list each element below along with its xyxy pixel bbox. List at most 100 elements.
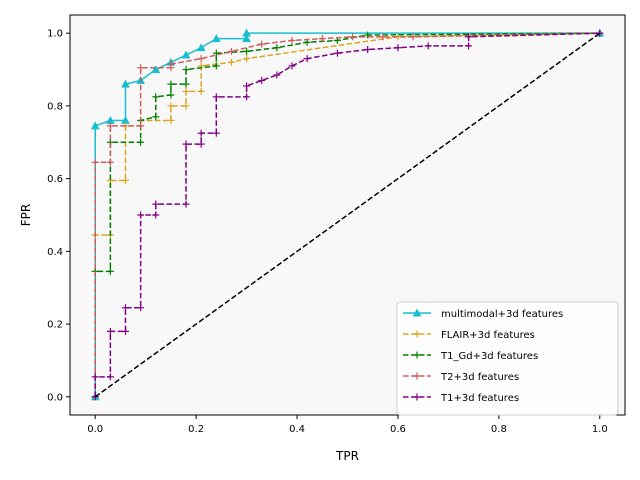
series-1-point-10 xyxy=(182,102,190,110)
series-3-point-2 xyxy=(106,158,114,166)
series-4-point-13 xyxy=(197,129,205,137)
series-1-point-12 xyxy=(197,87,205,95)
series-4-point-14 xyxy=(212,129,220,137)
series-0-point-8 xyxy=(181,50,191,59)
series-4-point-22 xyxy=(333,49,341,57)
series-2-point-10 xyxy=(182,80,190,88)
legend-box xyxy=(396,301,619,416)
legend-item-4: T1+3d features xyxy=(403,393,519,404)
legend-label-0: multimodal+3d features xyxy=(441,309,563,320)
series-4-point-1 xyxy=(91,373,99,381)
series-1-point-14 xyxy=(227,58,235,66)
series-2-point-13 xyxy=(212,49,220,57)
series-3-point-7 xyxy=(167,60,175,68)
series-1-point-11 xyxy=(182,87,190,95)
series-2-point-12 xyxy=(212,62,220,70)
series-0-point-4 xyxy=(121,79,130,88)
y-tick-label-2: 0.4 xyxy=(47,247,63,258)
x-axis-label: TPR xyxy=(335,449,359,463)
x-tick-label-2: 0.4 xyxy=(289,424,305,435)
series-line-2 xyxy=(94,32,600,397)
series-2-point-14 xyxy=(243,47,251,55)
series-3-point-14 xyxy=(379,33,387,41)
series-2-point-9 xyxy=(167,80,175,88)
legend-label-2: T1_Gd+3d features xyxy=(440,351,538,362)
series-4-point-11 xyxy=(182,140,190,148)
series-2-point-18 xyxy=(364,31,372,39)
series-0-point-10 xyxy=(211,34,221,43)
legend-item-0: multimodal+3d features xyxy=(403,308,563,320)
series-1-point-4 xyxy=(122,176,129,184)
x-tick-label-0: 0.0 xyxy=(87,424,103,435)
legend-marker-3 xyxy=(413,372,421,380)
series-4-point-8 xyxy=(152,211,160,219)
series-3-point-11 xyxy=(288,36,296,44)
series-4-point-26 xyxy=(465,42,473,50)
y-axis-label: FPR xyxy=(19,204,33,226)
series-0-point-6 xyxy=(151,65,161,73)
series-4-point-10 xyxy=(182,200,190,208)
series-4-point-21 xyxy=(303,55,311,63)
series-1-point-8 xyxy=(167,116,175,124)
series-4-point-25 xyxy=(424,42,432,50)
y-tick-label-4: 0.8 xyxy=(47,101,63,112)
series-4 xyxy=(91,29,604,401)
legend-marker-2 xyxy=(413,351,421,359)
series-0-point-9 xyxy=(196,43,206,52)
series-0-point-11 xyxy=(242,34,252,43)
series-2-point-6 xyxy=(152,113,160,121)
series-2-point-8 xyxy=(167,91,175,99)
legend-label-4: T1+3d features xyxy=(440,393,519,404)
legend-item-2: T1_Gd+3d features xyxy=(403,351,538,362)
series-4-point-3 xyxy=(106,327,114,335)
series-4-point-27 xyxy=(465,33,473,41)
legend-marker-0 xyxy=(412,308,422,317)
series-3-point-9 xyxy=(227,47,235,55)
series-4-point-20 xyxy=(288,62,296,70)
series-3-point-3 xyxy=(106,122,114,130)
legend-marker-1 xyxy=(413,330,421,338)
series-4-point-4 xyxy=(122,327,129,335)
y-tick-label-5: 1.0 xyxy=(47,29,63,40)
series-3-point-8 xyxy=(197,55,205,63)
series-2-point-7 xyxy=(152,93,160,101)
series-0-point-12 xyxy=(242,28,252,37)
series-2-point-15 xyxy=(273,44,281,52)
y-tick-label-3: 0.6 xyxy=(47,174,63,185)
legend-marker-4 xyxy=(413,393,421,401)
series-4-point-7 xyxy=(137,211,145,219)
series-4-point-6 xyxy=(137,304,145,312)
series-4-point-12 xyxy=(197,140,205,148)
legend: multimodal+3d features FLAIR+3d features T… xyxy=(396,301,619,416)
series-2-point-2 xyxy=(106,267,114,275)
series-4-point-19 xyxy=(273,71,281,79)
series-3-point-1 xyxy=(91,158,99,166)
series-0-point-1 xyxy=(90,121,100,130)
series-4-point-16 xyxy=(243,93,251,101)
plot-frame xyxy=(69,14,626,416)
series-3-point-12 xyxy=(318,35,326,43)
series-4-point-15 xyxy=(212,93,220,101)
series-1-point-15 xyxy=(243,55,251,63)
series-4-point-24 xyxy=(394,44,402,52)
legend-item-1: FLAIR+3d features xyxy=(403,330,535,341)
series-3-point-15 xyxy=(409,33,417,41)
y-tick-label-1: 0.2 xyxy=(47,320,63,331)
series-line-3 xyxy=(94,32,600,397)
x-tick-label-3: 0.6 xyxy=(390,424,406,435)
legend-item-3: T2+3d features xyxy=(403,372,519,383)
series-4-point-18 xyxy=(258,76,266,84)
legend-label-3: T2+3d features xyxy=(440,372,519,383)
series-2-point-11 xyxy=(182,66,190,74)
tick-layer: 0.0 0.2 0.4 0.6 0.8 1.0 0.0 0.2 0.4 0.6 0.8 1.0 xyxy=(47,29,608,435)
series-4-point-9 xyxy=(152,200,160,208)
series-3-point-5 xyxy=(137,64,145,72)
series-3-point-4 xyxy=(137,122,145,130)
series-line-0 xyxy=(94,32,600,397)
x-tick-label-4: 0.8 xyxy=(491,424,507,435)
x-tick-label-1: 0.2 xyxy=(188,424,204,435)
legend-label-1: FLAIR+3d features xyxy=(441,330,535,341)
series-layer xyxy=(90,28,605,401)
series-2-point-4 xyxy=(137,138,145,146)
